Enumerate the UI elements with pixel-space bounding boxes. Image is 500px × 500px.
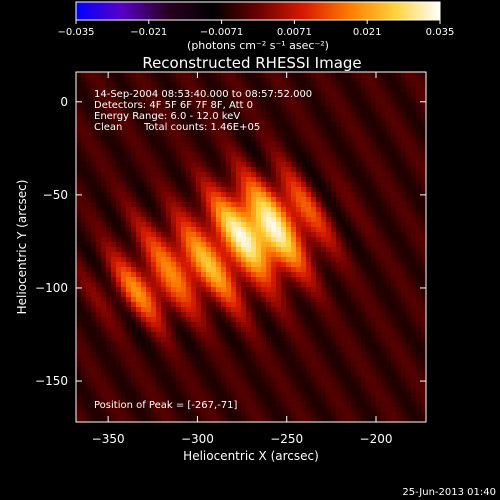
colorbar-tick-label: −0.035 (57, 27, 94, 38)
y-tick-label: −150 (35, 374, 68, 388)
colorbar (75, 1, 441, 21)
annotation-peak-position: Position of Peak = [-267,-71] (94, 400, 238, 411)
x-tick-label: −300 (181, 432, 214, 446)
chart-title: Reconstructed RHESSI Image (142, 54, 361, 72)
colorbar-tick-label: 0.0071 (277, 27, 312, 38)
y-tick-label: −100 (35, 281, 68, 295)
y-axis-label: Heliocentric Y (arcsec) (15, 180, 29, 315)
annotation-energy: Energy Range: 6.0 - 12.0 keV (94, 111, 240, 122)
colorbar-tick-label: −0.021 (130, 27, 167, 38)
annotation-time-range: 14-Sep-2004 08:53:40.000 to 08:57:52.000 (94, 89, 312, 100)
x-axis-label: Heliocentric X (arcsec) (183, 449, 319, 463)
annotation-counts: Total counts: 1.46E+05 (143, 122, 260, 133)
plot-frame (75, 71, 427, 423)
colorbar-tick-label: 0.035 (426, 27, 455, 38)
colorbar-tick-label: −0.0071 (200, 27, 243, 38)
y-tick-label: 0 (60, 95, 68, 109)
colorbar-ticks: −0.035 −0.021 −0.0071 0.0071 0.021 0.035 (57, 20, 454, 38)
heatmap-image (76, 72, 426, 422)
x-tick-label: −200 (360, 432, 393, 446)
axis-ticks: −350 −300 −250 −200 0 −50 −100 −150 (35, 72, 426, 446)
colorbar-unit-label: (photons cm⁻² s⁻¹ asec⁻²) (187, 39, 329, 52)
colorbar-tick-label: 0.021 (353, 27, 382, 38)
x-tick-label: −350 (92, 432, 125, 446)
annotation-method: Clean (94, 122, 122, 133)
annotation-detectors: Detectors: 4F 5F 6F 7F 8F, Att 0 (94, 100, 253, 111)
y-tick-label: −50 (43, 188, 68, 202)
x-tick-label: −250 (270, 432, 303, 446)
footer-timestamp: 25-Jun-2013 01:40 (402, 487, 496, 498)
